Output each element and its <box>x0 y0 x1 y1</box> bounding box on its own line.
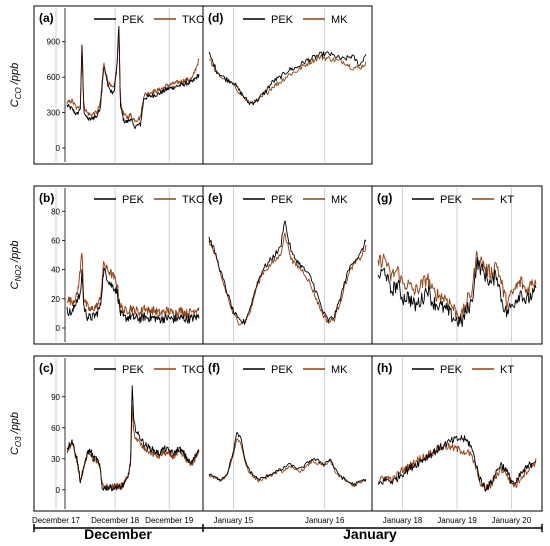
panel-b: 0 20 40 60 80 (b) PEK TKO CNO2 /ppb <box>9 185 205 345</box>
legend-label-tko: TKO <box>182 194 205 206</box>
legend-label-mk: MK <box>331 364 348 376</box>
date-tick-label: December 18 <box>91 516 140 525</box>
date-tick-label: January 18 <box>383 516 423 525</box>
legend-label-mk: MK <box>331 14 348 26</box>
series-line-mk <box>208 232 367 326</box>
month-label-january: January <box>343 526 397 542</box>
series-line-pek <box>208 432 367 487</box>
panel-e: (e) PEK MK <box>202 185 373 345</box>
panel-h: (h) PEK KT January 18 January 19 January 20 <box>371 355 543 525</box>
y-tick-label: 90 <box>51 393 60 402</box>
panel-label: (d) <box>208 11 223 25</box>
date-tick-label: January 15 <box>214 516 254 525</box>
panel-d: (d) PEK MK <box>202 5 373 165</box>
legend-label-pek: PEK <box>271 194 294 206</box>
legend-label-pek: PEK <box>271 364 294 376</box>
series-highlight <box>377 443 536 491</box>
panel-label: (h) <box>377 361 392 375</box>
series-highlight <box>377 255 536 322</box>
series-line-pek <box>66 25 200 130</box>
y-tick-label: 900 <box>47 38 61 47</box>
series-line-pek <box>66 385 200 492</box>
y-tick-label: 60 <box>51 236 60 245</box>
month-label-december: December <box>84 526 152 542</box>
legend-label-pek: PEK <box>122 364 145 376</box>
series-line-mk <box>208 54 367 106</box>
series-highlight <box>208 239 367 326</box>
y-axis-label: CCO /ppb <box>9 63 23 107</box>
date-tick-label: December 19 <box>145 516 194 525</box>
y-axis-label: CNO2 /ppb <box>9 241 23 290</box>
series-line-tko <box>66 252 200 318</box>
footer: December January <box>33 524 543 542</box>
series-line-pek <box>208 51 367 106</box>
series-highlight <box>66 253 199 318</box>
legend-label-mk: MK <box>331 194 348 206</box>
y-tick-label: 20 <box>51 295 60 304</box>
panel-frame <box>371 355 543 512</box>
series-line-pek <box>377 256 537 328</box>
legend-label-pek: PEK <box>440 194 463 206</box>
date-tick-label: January 16 <box>305 516 345 525</box>
y-axis-label: CO3 /ppb <box>9 412 23 455</box>
legend-label-pek: PEK <box>440 364 463 376</box>
y-tick-label: 0 <box>56 324 61 333</box>
legend-label-pek: PEK <box>122 14 145 26</box>
date-tick-label: December 17 <box>32 516 81 525</box>
panel-frame <box>202 355 373 512</box>
panel-label: (g) <box>377 191 392 205</box>
legend-label-kt: KT <box>500 194 514 206</box>
date-tick-label: January 19 <box>437 516 477 525</box>
series-line-tko <box>66 31 200 123</box>
y-tick-label: 0 <box>56 486 61 495</box>
panel-label: (f) <box>208 361 220 375</box>
y-tick-label: 300 <box>47 109 61 118</box>
series-line-pek <box>208 220 367 325</box>
legend-label-kt: KT <box>500 364 514 376</box>
panel-frame <box>202 185 373 345</box>
series-line-mk <box>208 438 367 488</box>
series-line-kt <box>377 250 537 322</box>
y-tick-label: 40 <box>51 266 60 275</box>
legend-label-tko: TKO <box>182 364 205 376</box>
panel-a: 0 300 600 900 (a) PEK TKO CCO /ppb <box>9 5 205 165</box>
y-tick-label: 60 <box>51 424 60 433</box>
series-highlight <box>66 424 199 490</box>
series-line-pek <box>66 267 200 324</box>
y-tick-label: 0 <box>56 144 61 153</box>
date-tick-label: January 20 <box>492 516 532 525</box>
y-tick-label: 30 <box>51 455 60 464</box>
legend-label-pek: PEK <box>271 14 294 26</box>
panel-label: (a) <box>39 11 54 25</box>
legend-label-tko: TKO <box>182 14 205 26</box>
series-line-pek <box>377 434 537 492</box>
panel-label: (e) <box>208 191 223 205</box>
panel-g: (g) PEK KT <box>371 185 543 345</box>
panel-label: (c) <box>39 361 54 375</box>
y-tick-label: 80 <box>51 207 60 216</box>
panel-frame <box>371 185 543 345</box>
series-line-kt <box>377 442 537 492</box>
legend-label-pek: PEK <box>122 194 145 206</box>
panel-f: (f) PEK MK January 15 January 16 <box>202 355 373 525</box>
panel-label: (b) <box>39 191 54 205</box>
panel-frame <box>202 5 373 165</box>
y-tick-label: 600 <box>47 73 61 82</box>
panel-c: 0 30 60 90 (c) PEK TKO CO3 /ppb December 17 Decem… <box>9 355 205 525</box>
series-highlight <box>66 34 199 122</box>
